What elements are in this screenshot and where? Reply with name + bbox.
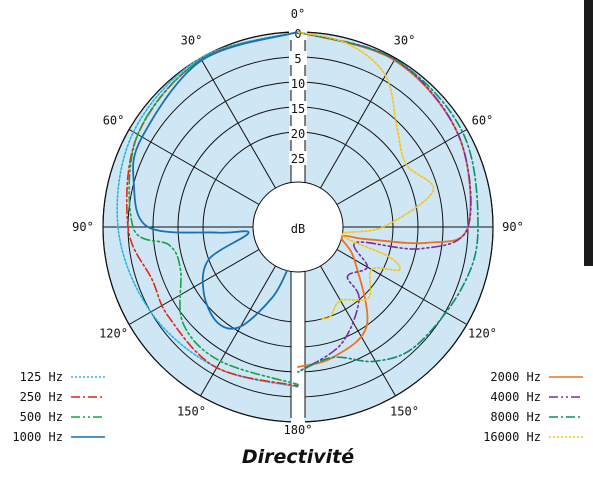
grid-spoke [200,57,276,189]
series-8000hz [297,31,479,373]
grid-spoke [128,129,260,205]
legend-label: 2000 Hz [490,370,541,384]
legend-label: 250 Hz [20,390,63,404]
center-hub [252,181,344,273]
series-4000hz [297,31,472,373]
grid-spoke [320,57,396,189]
radial-tick-label: 25 [291,152,305,166]
angle-label: 60° [472,114,494,128]
angle-label: 150° [390,404,419,418]
series-250hz [125,31,299,387]
center-unit-label: dB [291,222,305,236]
grid-spoke [336,249,468,325]
grid-spoke [336,129,468,205]
radial-tick-bg [289,151,307,165]
chart-title: Directivité [242,446,354,468]
radial-tick-label: 10 [291,77,305,91]
series-500hz [128,31,299,386]
angle-label: 90° [72,220,94,234]
angle-label: 120° [468,327,497,341]
legend-label: 8000 Hz [490,410,541,424]
angle-label: 150° [177,404,206,418]
radial-tick-label: 15 [291,102,305,116]
radial-tick-label: 20 [291,127,305,141]
axis-gap-bottom [291,270,305,426]
radial-tick-bg [289,51,307,65]
angle-label: 60° [103,114,125,128]
angle-label: 90° [502,220,524,234]
radial-tick-label: 5 [294,52,301,66]
radial-tick-label: 0 [294,27,301,41]
angle-label: 180° [284,423,313,437]
angle-label: 120° [99,327,128,341]
angle-label: 0° [291,7,305,21]
radial-tick-bg [289,76,307,90]
series-1000hz [132,31,299,330]
angle-label: 30° [394,34,416,48]
grid-spoke [200,265,276,397]
series-16000hz [297,31,435,320]
angle-label: 30° [181,34,203,48]
legend-label: 500 Hz [20,410,63,424]
legend-label: 1000 Hz [12,430,63,444]
legend-label: 4000 Hz [490,390,541,404]
grid-spoke [320,265,396,397]
radial-tick-bg [289,26,307,40]
radial-tick-bg [289,126,307,140]
legend-label: 125 Hz [20,370,63,384]
radial-tick-bg [289,101,307,115]
side-bar [584,0,593,266]
legend-label: 16000 Hz [483,430,541,444]
